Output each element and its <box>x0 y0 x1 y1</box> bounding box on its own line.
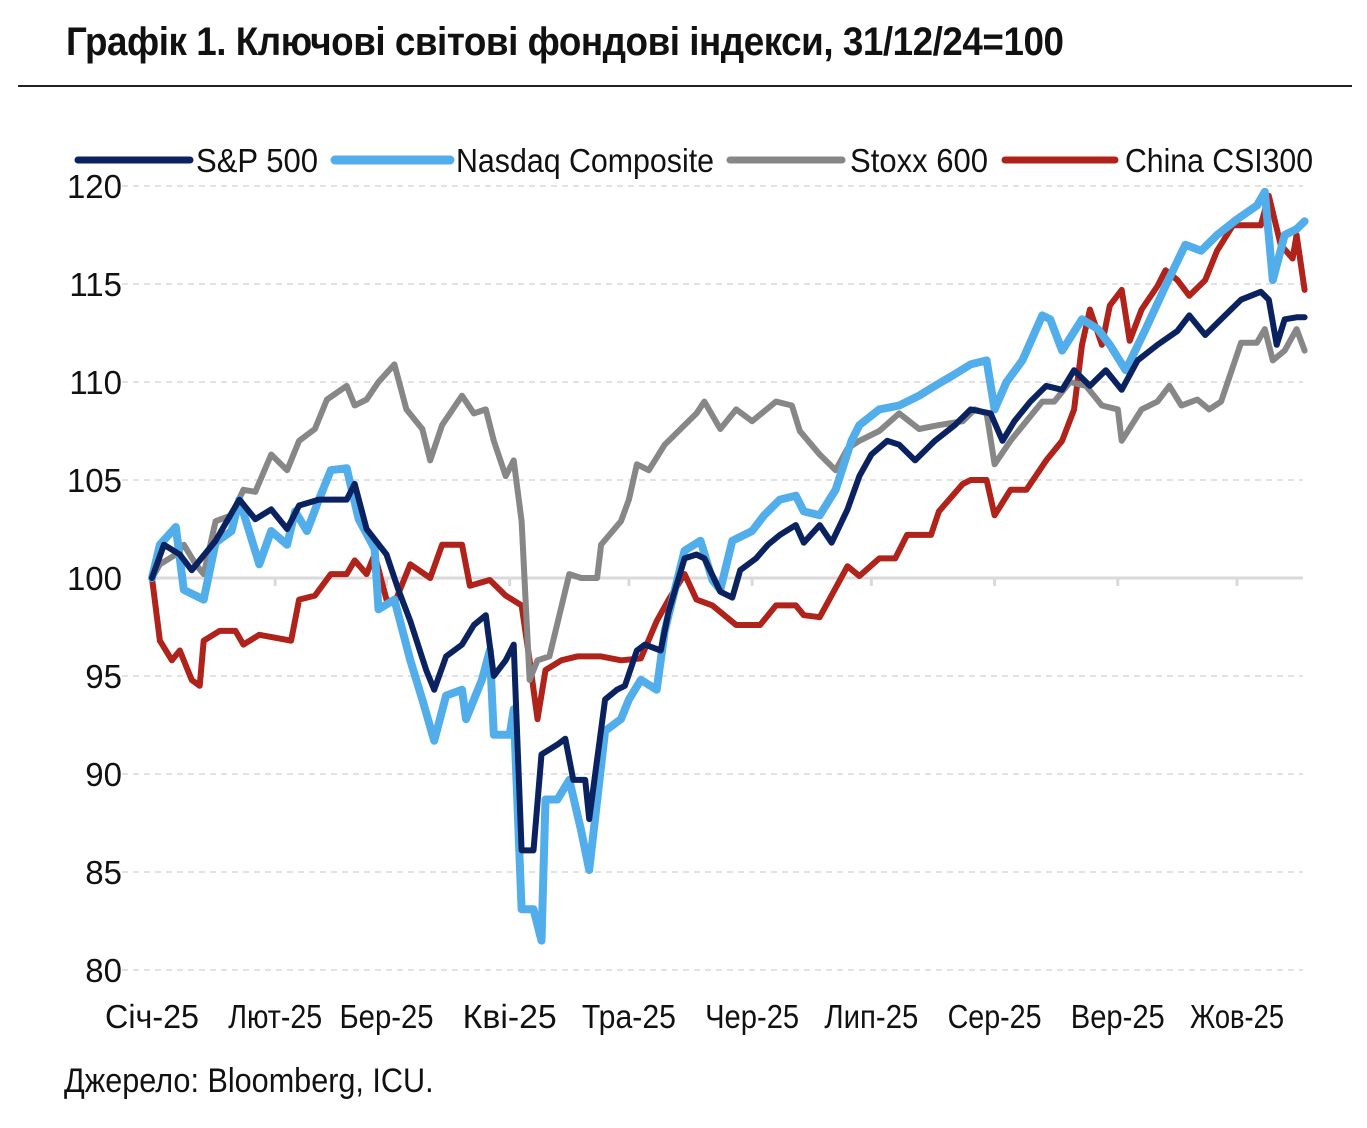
legend-label: Stoxx 600 <box>850 142 988 179</box>
y-tick-label: 105 <box>67 462 122 499</box>
y-tick-label: 95 <box>85 658 122 695</box>
series-line-china-csi300 <box>149 192 1308 723</box>
title-divider <box>18 85 1352 87</box>
x-tick-label: Вер-25 <box>1071 998 1165 1035</box>
legend-label: S&P 500 <box>196 142 318 179</box>
y-tick-label: 120 <box>67 168 122 205</box>
x-tick-label: Лип-25 <box>824 998 918 1035</box>
y-tick-label: 115 <box>69 266 122 303</box>
source-note: Джерело: Bloomberg, ICU. <box>64 1062 434 1100</box>
y-tick-label: 90 <box>85 756 122 793</box>
x-tick-label: Тра-25 <box>582 998 676 1035</box>
series-line-nasdaq-composite <box>148 187 1309 945</box>
series-line-stoxx-600 <box>149 326 1308 683</box>
x-tick-label: Бер-25 <box>339 998 433 1035</box>
x-tick-label: Жов-25 <box>1190 998 1284 1035</box>
x-tick-label: Лют-25 <box>228 998 322 1035</box>
series-line-s-p-500 <box>149 288 1308 854</box>
legend: S&P 500 Nasdaq Composite Stoxx 600 China CS… <box>74 142 1313 179</box>
x-tick-label: Чер-25 <box>705 998 799 1035</box>
y-tick-label: 110 <box>69 364 122 401</box>
gridlines <box>122 185 1303 971</box>
x-axis: Січ-25 Лют-25 Бер-25 Кві-25 Тра-25 Чер-25 Лип-… <box>105 998 1284 1035</box>
y-tick-label: 100 <box>67 560 122 597</box>
y-axis: 80 85 90 95 100 105 110 115 120 <box>67 168 122 989</box>
legend-label: Nasdaq Composite <box>456 142 714 179</box>
chart-title: Графік 1. Ключові світові фондові індекс… <box>66 20 1064 64</box>
legend-label: China CSI300 <box>1125 142 1313 179</box>
y-tick-label: 85 <box>85 854 122 891</box>
x-tick-label: Січ-25 <box>105 998 199 1035</box>
y-tick-label: 80 <box>85 952 122 989</box>
series-lines <box>148 187 1309 945</box>
x-tick-label: Сер-25 <box>948 998 1042 1035</box>
x-tick-label: Кві-25 <box>463 998 557 1035</box>
